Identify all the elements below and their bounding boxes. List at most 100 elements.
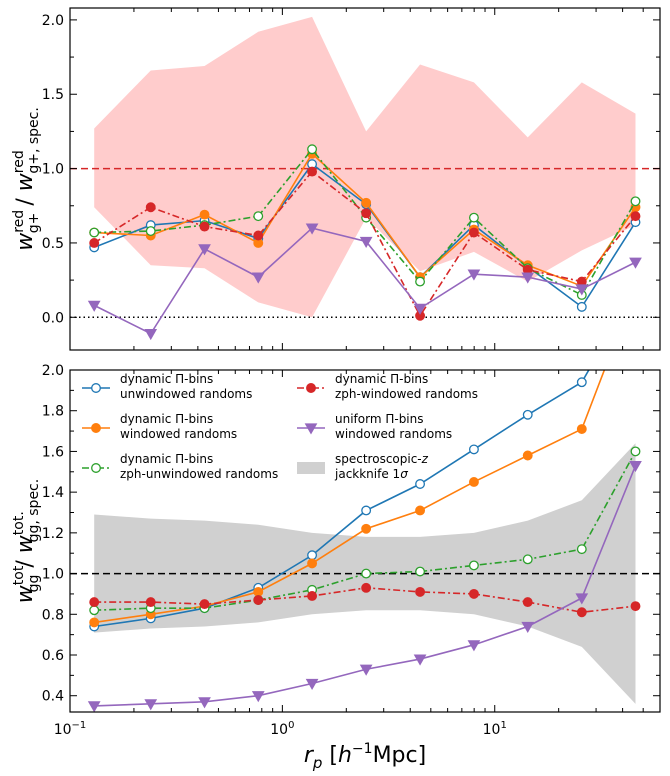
axes-frame — [69, 369, 661, 713]
legend-marker — [306, 383, 316, 393]
data-point — [87, 701, 101, 712]
data-point — [575, 284, 589, 296]
data-point — [521, 621, 535, 634]
data-point — [629, 461, 642, 473]
bottom-panel: 0.4 0.6 0.8 1.0 1.2 1.4 1.6 1.8 2.0 10−1 100 101 wto… — [11, 284, 661, 772]
data-point — [361, 523, 372, 534]
plot-area — [70, 284, 660, 712]
data-point — [576, 424, 587, 434]
data-point — [145, 597, 156, 608]
top-panel: 0.0 0.5 1.0 1.5 2.0 wredg+ / wredg+, spec. — [11, 7, 661, 351]
data-point — [468, 560, 479, 571]
data-point — [305, 678, 319, 691]
data-point — [576, 301, 587, 312]
y-tick-label: 2.0 — [42, 13, 64, 29]
legend-label: spectroscopic-z — [335, 452, 429, 466]
data-point — [144, 699, 158, 711]
data-point — [361, 568, 372, 579]
data-point — [468, 227, 479, 238]
y-tick-label: 1.4 — [42, 485, 64, 501]
data-point — [89, 237, 100, 248]
data-point — [631, 284, 640, 293]
data-point — [415, 479, 426, 489]
series-4 — [89, 166, 641, 321]
data-point — [251, 272, 265, 284]
y-axis-label: wredg+ / wredg+, spec. — [11, 107, 42, 251]
y-tick-label: 0.0 — [42, 310, 64, 326]
data-point — [468, 588, 479, 599]
y-tick-label: 1.2 — [42, 526, 64, 542]
data-point — [522, 409, 533, 420]
data-point — [575, 593, 589, 605]
y-tick-label: 1.0 — [42, 567, 64, 583]
data-point — [145, 202, 156, 213]
data-point — [413, 654, 427, 666]
data-point — [89, 605, 100, 616]
data-point — [307, 166, 318, 177]
y-axis-label: wtot.gg / wtot.gg, spec. — [11, 479, 42, 603]
data-point — [89, 227, 100, 238]
legend-label: dynamic Π-bins — [120, 372, 213, 386]
data-point — [522, 554, 533, 565]
data-point — [307, 144, 318, 155]
x-tick-label: 100 — [270, 720, 294, 738]
data-point — [361, 582, 372, 593]
legend-swatch — [297, 462, 325, 474]
data-point — [359, 236, 373, 248]
data-point — [361, 197, 372, 208]
data-point — [199, 599, 210, 610]
plot-area — [70, 16, 660, 341]
legend-marker — [304, 423, 318, 435]
series-5 — [87, 223, 642, 341]
legend-marker — [91, 463, 101, 473]
data-point — [359, 664, 373, 676]
data-point — [251, 691, 265, 703]
data-point — [630, 196, 641, 207]
y-tick-label: 2.0 — [42, 363, 64, 379]
y-tick-label: 1.8 — [42, 404, 64, 420]
legend-label: uniform Π-bins — [335, 412, 424, 426]
legend-marker — [91, 423, 101, 433]
data-point — [307, 558, 318, 569]
legend-label: windowed randoms — [120, 427, 237, 441]
data-point — [522, 597, 533, 608]
data-point — [361, 208, 372, 219]
y-tick-label: 0.4 — [42, 689, 64, 705]
data-point — [467, 640, 481, 652]
data-point — [413, 303, 427, 315]
data-point — [198, 244, 211, 256]
x-axis-label: rp [h−1Mpc] — [304, 741, 426, 772]
y-tick-label: 0.8 — [42, 607, 64, 623]
data-point — [87, 300, 101, 312]
data-point — [415, 566, 426, 577]
data-point — [305, 223, 319, 235]
data-point — [253, 211, 264, 222]
data-point — [521, 272, 535, 284]
data-point — [89, 617, 100, 628]
data-point — [145, 226, 156, 236]
x-tick-label: 101 — [483, 720, 507, 738]
data-point — [629, 257, 642, 269]
series-line — [94, 147, 637, 297]
series-5 — [87, 461, 642, 712]
data-point — [415, 276, 426, 287]
data-point — [253, 586, 264, 597]
axes-frame — [69, 7, 661, 351]
data-point — [631, 284, 640, 293]
series-4 — [89, 582, 641, 618]
data-point — [144, 329, 158, 341]
data-point — [253, 595, 264, 605]
legend-label: zph-windowed randoms — [335, 387, 478, 401]
data-point — [307, 591, 318, 601]
data-point — [576, 377, 587, 388]
data-point — [467, 269, 481, 281]
data-point — [89, 597, 100, 608]
data-point — [522, 450, 533, 461]
series-3 — [89, 446, 641, 616]
